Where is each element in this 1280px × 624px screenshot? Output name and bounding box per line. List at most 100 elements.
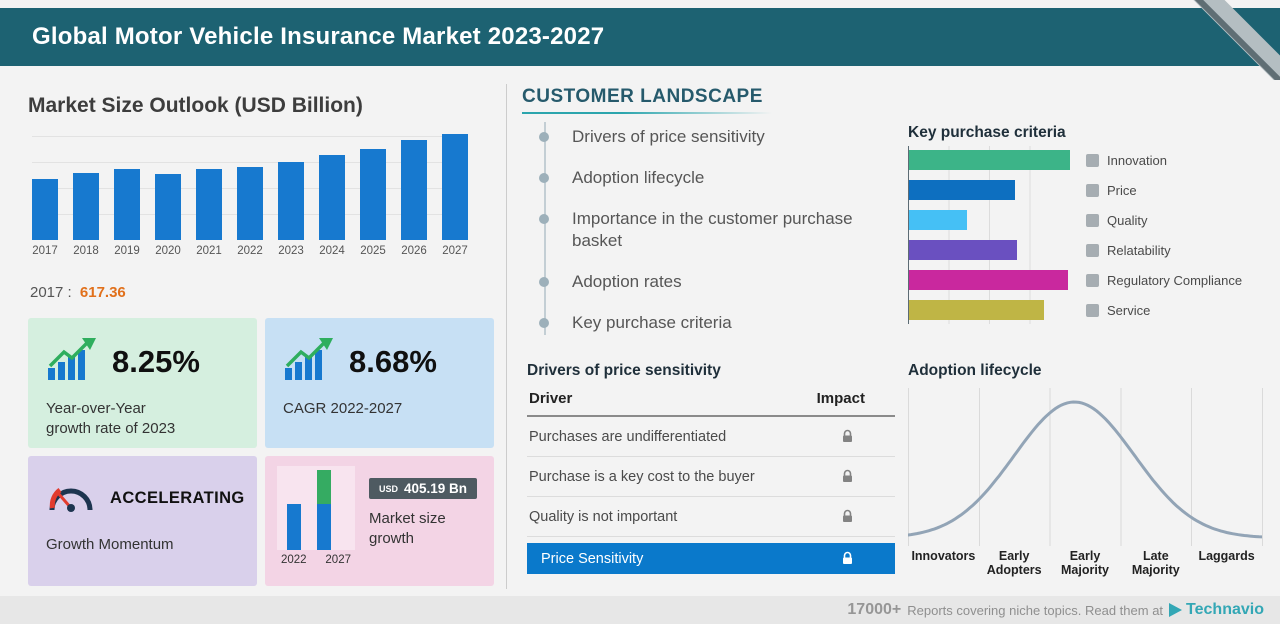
list-item-label: Adoption rates [572, 272, 682, 292]
list-item: Adoption lifecycle [539, 167, 856, 189]
cagr-desc: CAGR 2022-2027 [283, 400, 403, 417]
yoy-desc-line2: growth rate of 2023 [46, 420, 176, 438]
list-item: Drivers of price sensitivity [539, 126, 856, 148]
legend-marker-icon [1086, 213, 1099, 227]
legend-item: Regulatory Compliance [1086, 270, 1242, 290]
report-count: 17000+ [847, 601, 902, 618]
speedometer-icon [46, 476, 96, 521]
criteria-bar-quality [909, 210, 967, 230]
list-item-label: Drivers of price sensitivity [572, 127, 765, 146]
x-tick-label: 2018 [73, 245, 99, 257]
yoy-desc-line1: Year-over-Year [46, 400, 146, 417]
list-item: Key purchase criteria [539, 312, 856, 334]
mini-growth-chart: 2022 2027 [277, 466, 355, 576]
technavio-arrow-icon [1169, 603, 1183, 617]
criteria-legend: Innovation Price Quality Relatability Re… [1086, 150, 1242, 330]
mini-bar-2022 [287, 504, 301, 550]
x-tick-label: 2021 [196, 245, 222, 257]
driver-label: Quality is not important [529, 508, 678, 525]
driver-label: Purchase is a key cost to the buyer [529, 468, 755, 485]
criteria-bar-service [909, 300, 1045, 320]
x-tick-label: Laggards [1198, 549, 1255, 563]
legend-item: Relatability [1086, 240, 1242, 260]
legend-marker-icon [1086, 303, 1099, 317]
lock-icon [840, 469, 855, 484]
base-year-label: 2017 : [30, 284, 72, 301]
market-size-bar-2026 [401, 139, 427, 240]
page-title: Global Motor Vehicle Insurance Market 20… [32, 23, 605, 50]
bar-chart-plot-area [32, 134, 468, 240]
bullet-dot-icon [539, 132, 549, 142]
legend-marker-icon [1086, 183, 1099, 197]
list-item: Importance in the customer purchase bask… [539, 208, 856, 252]
technavio-logo[interactable]: Technavio [1169, 601, 1264, 619]
x-tick-label: Late Majority [1131, 549, 1180, 578]
growth-bars-icon [283, 338, 335, 385]
x-tick-label: 2026 [401, 245, 427, 257]
section-divider [506, 84, 507, 589]
bullet-dot-icon [539, 318, 549, 329]
header-bar: Global Motor Vehicle Insurance Market 20… [0, 8, 1280, 66]
legend-label: Quality [1107, 212, 1148, 228]
title-underline [522, 112, 772, 114]
list-item: Adoption rates [539, 271, 856, 293]
driver-label: Purchases are undifferentiated [529, 428, 727, 445]
growth-desc-line2: growth [369, 530, 415, 548]
criteria-bar-relatability [909, 240, 1017, 260]
yoy-value: 8.25% [112, 343, 200, 379]
criteria-bar-regulatory-compliance [909, 270, 1069, 290]
legend-item: Service [1086, 300, 1242, 320]
bar-chart-x-axis: 2017 2018 2019 2020 2021 2022 2023 2024 2025 2026… [32, 245, 468, 257]
market-size-bar-2017 [32, 178, 58, 240]
legend-item: Quality [1086, 210, 1242, 230]
growth-bars-icon [46, 338, 98, 385]
mini-year-2027: 2027 [325, 554, 351, 566]
x-tick-label: 2022 [237, 245, 263, 257]
market-size-bar-2024 [319, 155, 345, 240]
price-sensitivity-table: Driver Impact Purchases are undifferenti… [527, 390, 895, 574]
x-tick-label: 2023 [278, 245, 304, 257]
x-tick-label: 2027 [442, 245, 468, 257]
footer-bar: 17000+ Reports covering niche topics. Re… [0, 596, 1280, 624]
x-tick-label: Early Majority [1061, 549, 1109, 578]
table-header-row: Driver Impact [527, 390, 895, 417]
price-sensitivity-highlight-row: Price Sensitivity [527, 543, 895, 574]
x-tick-label: 2020 [155, 245, 181, 257]
x-tick-label: Early Adopters [986, 549, 1042, 578]
technavio-wordmark: Technavio [1186, 601, 1264, 618]
market-size-title: Market Size Outlook (USD Billion) [28, 94, 363, 117]
table-row: Purchases are undifferentiated [527, 417, 895, 457]
table-row: Purchase is a key cost to the buyer [527, 457, 895, 497]
x-tick-label: 2024 [319, 245, 345, 257]
legend-marker-icon [1086, 153, 1099, 167]
column-header-impact: Impact [816, 390, 865, 407]
highlight-label: Price Sensitivity [541, 550, 644, 567]
legend-item: Price [1086, 180, 1242, 200]
footer-text: Reports covering niche topics. Read them… [907, 602, 1164, 618]
table-row: Quality is not important [527, 497, 895, 537]
bullet-dot-icon [539, 173, 549, 184]
adoption-lifecycle-chart [908, 388, 1263, 546]
legend-label: Innovation [1107, 152, 1167, 168]
lock-icon [840, 551, 855, 566]
growth-amount: 405.19 Bn [404, 481, 468, 496]
legend-label: Regulatory Compliance [1107, 272, 1243, 288]
legend-item: Innovation [1086, 150, 1242, 170]
market-size-bar-2022 [237, 166, 263, 240]
x-tick-label: 2025 [360, 245, 386, 257]
criteria-bar-price [909, 180, 1016, 200]
market-size-bar-2021 [196, 169, 222, 240]
list-item-label: Importance in the customer purchase bask… [572, 209, 853, 251]
market-size-bar-2023 [278, 162, 304, 240]
legend-marker-icon [1086, 273, 1099, 287]
x-tick-label: 2019 [114, 245, 140, 257]
base-year-value: 617.36 [79, 284, 126, 301]
list-item-label: Adoption lifecycle [572, 168, 705, 188]
mini-bar-2027 [317, 470, 331, 550]
legend-marker-icon [1086, 243, 1099, 257]
growth-amount-badge: USD 405.19 Bn [369, 478, 478, 499]
market-size-bar-2019 [114, 169, 140, 240]
momentum-card: ACCELERATING Growth Momentum [28, 456, 257, 586]
key-purchase-criteria-chart [908, 146, 1070, 324]
mini-chart-plot [277, 466, 355, 550]
